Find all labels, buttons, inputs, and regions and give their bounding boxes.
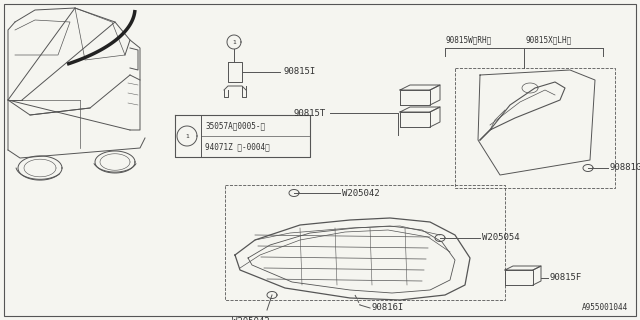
- Text: W205042: W205042: [232, 317, 269, 320]
- Text: 90815X〈LH〉: 90815X〈LH〉: [525, 35, 572, 44]
- Text: 90815F: 90815F: [550, 274, 582, 283]
- Text: 90816I: 90816I: [372, 303, 404, 313]
- Text: 90815T: 90815T: [294, 108, 326, 117]
- Text: W205042: W205042: [342, 188, 380, 197]
- Bar: [225, 185, 505, 300]
- Text: 94071Z 〈-0004〉: 94071Z 〈-0004〉: [205, 142, 269, 151]
- Text: 90815W〈RH〉: 90815W〈RH〉: [445, 35, 492, 44]
- Text: 35057A〈0005-〉: 35057A〈0005-〉: [205, 121, 265, 130]
- Text: 90881G: 90881G: [610, 164, 640, 172]
- Text: 1: 1: [185, 133, 189, 139]
- Text: 1: 1: [232, 39, 236, 44]
- Text: W205054: W205054: [482, 234, 520, 243]
- Text: A955001044: A955001044: [582, 303, 628, 312]
- Bar: [455, 68, 615, 188]
- Text: 90815I: 90815I: [283, 68, 316, 76]
